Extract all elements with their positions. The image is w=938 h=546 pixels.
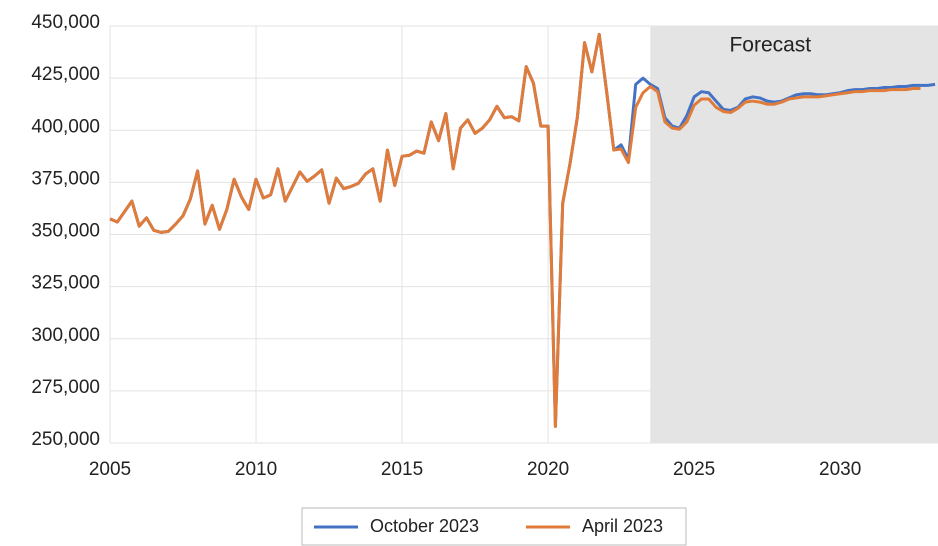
y-tick-label: 275,000: [31, 377, 100, 398]
y-tick-label: 325,000: [31, 273, 100, 294]
y-tick-label: 450,000: [31, 12, 100, 33]
x-tick-label: 2005: [89, 459, 131, 480]
y-tick-label: 375,000: [31, 168, 100, 189]
y-tick-label: 350,000: [31, 221, 100, 242]
forecast-label: Forecast: [729, 34, 811, 57]
y-tick-label: 400,000: [31, 116, 100, 137]
legend-box: [301, 507, 687, 546]
x-tick-label: 2015: [381, 459, 423, 480]
y-tick-label: 425,000: [31, 64, 100, 85]
legend-label: April 2023: [582, 516, 663, 536]
legend: October 2023 April 2023: [301, 507, 687, 546]
x-tick-label: 2025: [673, 459, 715, 480]
y-tick-label: 300,000: [31, 325, 100, 346]
legend-label: October 2023: [370, 516, 479, 536]
x-tick-label: 2020: [527, 459, 569, 480]
y-tick-label: 250,000: [31, 429, 100, 450]
x-tick-label: 2010: [235, 459, 277, 480]
series-line: [109, 32, 921, 428]
x-tick-label: 2030: [819, 459, 861, 480]
